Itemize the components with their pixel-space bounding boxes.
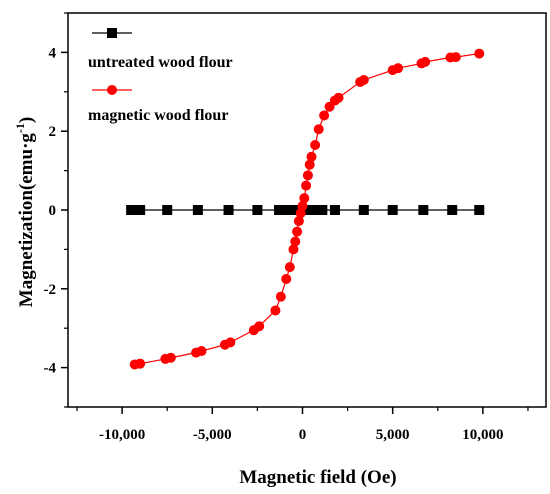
data-point [275, 291, 286, 302]
data-point [196, 346, 207, 357]
data-point [162, 205, 173, 215]
data-point [310, 139, 321, 150]
y-tick-label: -4 [44, 361, 57, 377]
y-axis-title-sup: -1 [13, 123, 27, 133]
x-tick-label: 5,000 [376, 427, 410, 443]
data-point [302, 170, 313, 181]
legend-marker-untreated [107, 28, 117, 38]
data-point [358, 74, 369, 85]
data-point [393, 63, 404, 74]
data-point [293, 216, 304, 227]
data-point [317, 205, 328, 215]
data-point [474, 48, 485, 59]
data-point [297, 201, 308, 212]
x-tick-labels: -10,000 -5,000 0 5,000 10,000 [99, 427, 504, 443]
data-point [333, 92, 344, 103]
data-point [311, 205, 322, 215]
data-point [225, 337, 236, 348]
data-point [387, 205, 398, 215]
y-tick-label: 2 [49, 124, 57, 140]
data-point [288, 244, 299, 255]
axis-ticks [61, 12, 529, 414]
y-axis-title: Magnetization(emu·g-1) [13, 117, 37, 307]
series-1 [129, 48, 485, 370]
data-point [165, 352, 176, 363]
legend-marker-magnetic [107, 85, 117, 95]
data-point [284, 262, 295, 273]
legend-label-magnetic: magnetic wood flour [88, 107, 228, 124]
data-point [281, 273, 292, 284]
y-tick-label: 4 [49, 45, 57, 61]
data-point [474, 205, 485, 215]
data-point [223, 205, 234, 215]
series-0 [126, 205, 485, 215]
data-point [290, 236, 301, 247]
data-point [292, 226, 303, 237]
x-tick-label: -5,000 [193, 427, 232, 443]
data-point [304, 159, 315, 170]
y-axis-title-main: Magnetization(emu·g [16, 133, 37, 308]
data-point [306, 151, 317, 162]
data-point [299, 193, 310, 204]
x-tick-label: 0 [299, 427, 307, 443]
y-tick-label: -2 [44, 282, 57, 298]
data-point [313, 124, 324, 135]
data-point [279, 205, 290, 215]
data-point [418, 205, 429, 215]
data-point [270, 305, 281, 316]
legend-label-untreated: untreated wood flour [88, 54, 233, 71]
data-point [290, 205, 301, 215]
data-point [192, 205, 203, 215]
data-point [450, 52, 461, 63]
data-point [306, 205, 317, 215]
data-point [319, 110, 330, 121]
data-point [301, 205, 312, 215]
data-point [358, 205, 369, 215]
x-axis-title: Magnetic field (Oe) [239, 467, 396, 488]
y-axis-title-close: ) [16, 117, 37, 123]
data-point [135, 205, 146, 215]
x-tick-label: -10,000 [99, 427, 145, 443]
legend: untreated wood flour magnetic wood flour [88, 28, 233, 124]
data-point [252, 205, 263, 215]
series-layer [126, 48, 485, 370]
data-point [284, 205, 295, 215]
y-tick-labels: -4 -2 0 2 4 [44, 45, 57, 376]
x-tick-label: 10,000 [462, 427, 503, 443]
data-point [254, 321, 265, 332]
data-point [329, 205, 340, 215]
data-point [420, 56, 431, 67]
data-point [447, 205, 458, 215]
data-point [135, 358, 146, 369]
y-tick-label: 0 [49, 203, 57, 219]
data-point [126, 205, 137, 215]
data-point [274, 205, 285, 215]
data-point [301, 180, 312, 191]
